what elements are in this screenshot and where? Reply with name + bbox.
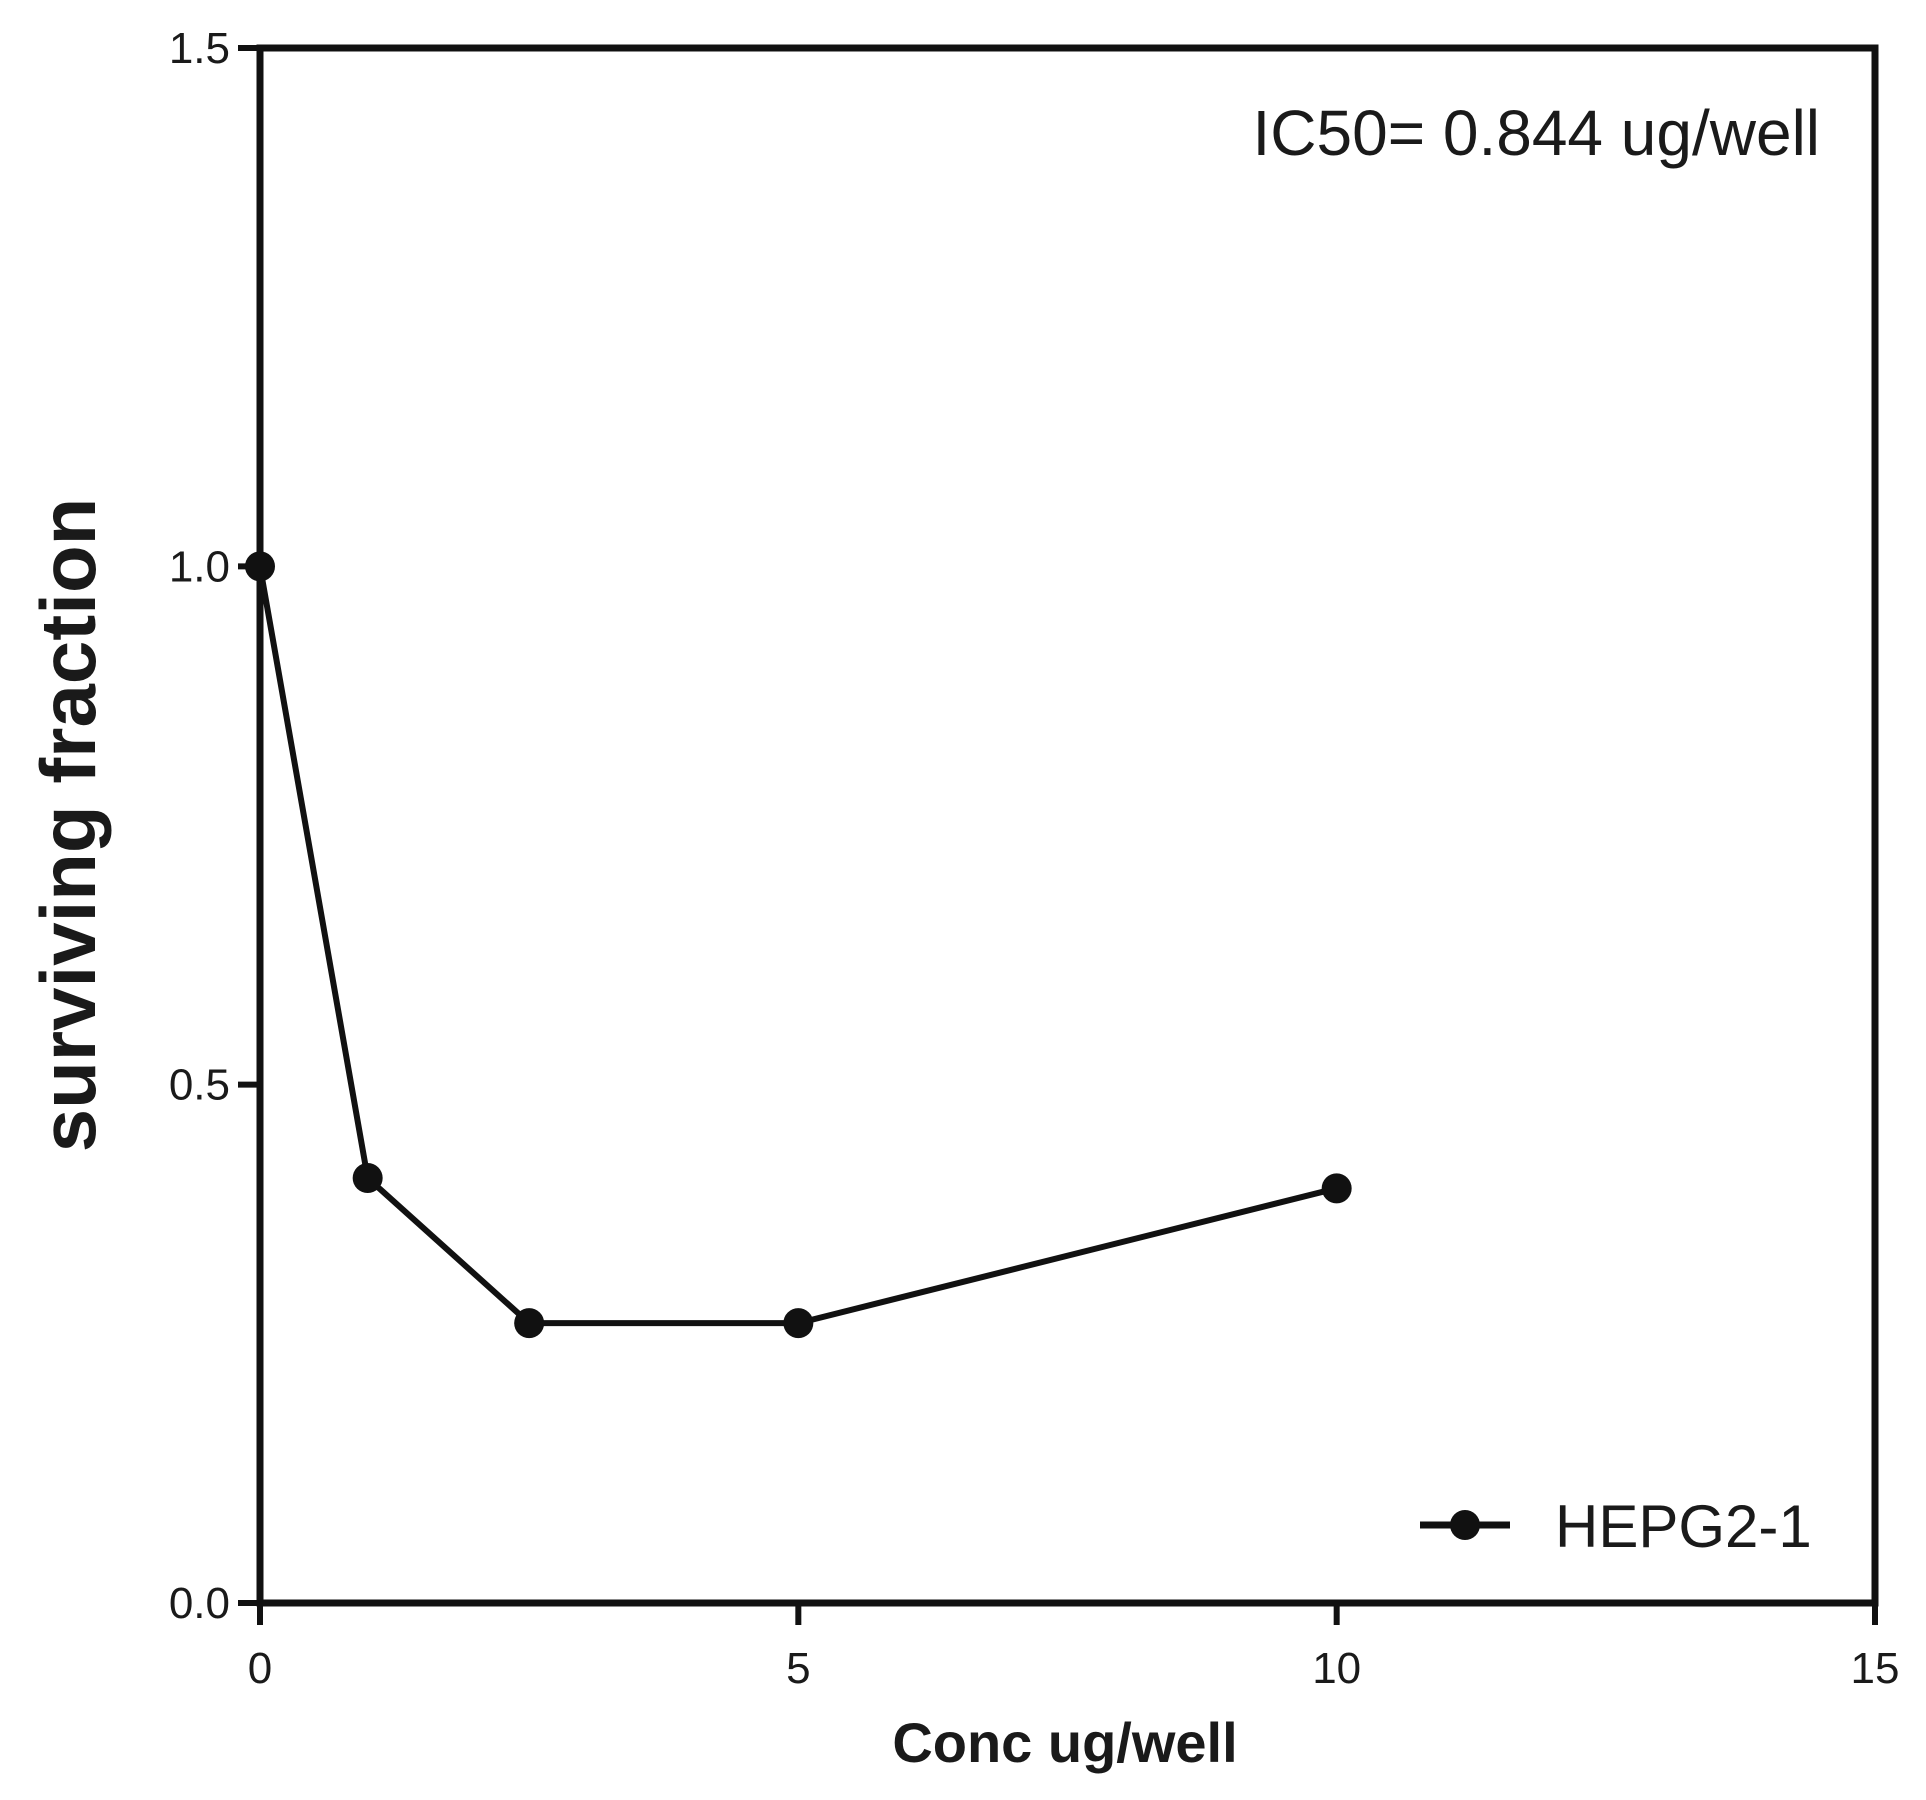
plot-frame bbox=[256, 44, 1879, 1607]
legend-label-hepg2: HEPG2-1 bbox=[1555, 1493, 1812, 1560]
x-tick-label: 5 bbox=[786, 1644, 810, 1693]
y-axis: 0.0 0.5 1.0 1.5 bbox=[169, 24, 260, 1628]
x-tick-label: 0 bbox=[248, 1644, 272, 1693]
series-line bbox=[257, 565, 1338, 1327]
series-layer bbox=[245, 551, 1352, 1339]
y-tick-label: 0.0 bbox=[169, 1579, 230, 1628]
data-point bbox=[352, 1162, 383, 1193]
data-point bbox=[783, 1308, 814, 1339]
x-axis-title: Conc ug/well bbox=[892, 1711, 1237, 1774]
legend: HEPG2-1 bbox=[1420, 1493, 1812, 1560]
y-axis-title: surviving fraction bbox=[24, 498, 112, 1152]
y-tick-label: 0.5 bbox=[169, 1061, 230, 1110]
y-tick-label: 1.5 bbox=[169, 24, 230, 73]
ic50-annotation: IC50= 0.844 ug/well bbox=[1253, 97, 1821, 169]
y-tick-label: 1.0 bbox=[169, 542, 230, 591]
data-point bbox=[245, 551, 275, 582]
data-point bbox=[514, 1308, 545, 1339]
x-tick-label: 10 bbox=[1312, 1644, 1361, 1693]
plot-border bbox=[256, 44, 1879, 1607]
x-tick-label: 15 bbox=[1851, 1644, 1900, 1693]
x-axis: 0 5 10 15 bbox=[248, 1603, 1900, 1693]
data-point bbox=[1321, 1173, 1352, 1204]
legend-marker-icon bbox=[1450, 1510, 1480, 1540]
